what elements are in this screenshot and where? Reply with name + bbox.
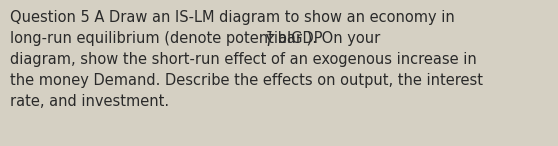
Text: long-run equilibrium (denote potentialGDP: long-run equilibrium (denote potentialGD… xyxy=(10,31,327,46)
Text: $\bar{Y}$: $\bar{Y}$ xyxy=(264,31,276,50)
Text: the money Demand. Describe the effects on output, the interest: the money Demand. Describe the effects o… xyxy=(10,73,483,88)
Text: rate, and investment.: rate, and investment. xyxy=(10,94,169,109)
Text: Question 5 A Draw an IS-LM diagram to show an economy in: Question 5 A Draw an IS-LM diagram to sh… xyxy=(10,10,455,25)
Text: diagram, show the short-run effect of an exogenous increase in: diagram, show the short-run effect of an… xyxy=(10,52,477,67)
Text: bar ). On your: bar ). On your xyxy=(273,31,380,46)
